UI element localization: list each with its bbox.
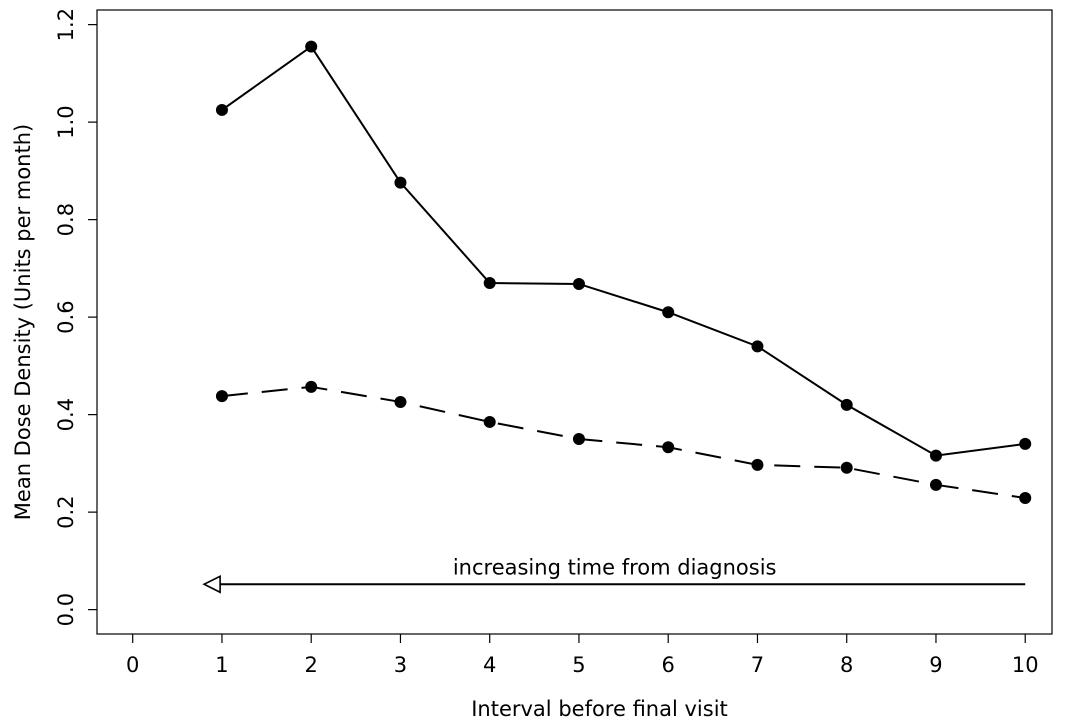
- series-2-point-10: [1019, 491, 1032, 504]
- series-1-point-2: [305, 40, 318, 53]
- series-2-point-3: [394, 395, 407, 408]
- x-tick-label-1: 1: [215, 653, 228, 677]
- y-tick-label-2: 0.4: [54, 398, 78, 431]
- x-tick-label-4: 4: [483, 653, 496, 677]
- y-tick-label-3: 0.6: [54, 300, 78, 333]
- series-2-point-5: [572, 433, 585, 445]
- series-2-line: [221, 385, 1026, 499]
- series-2-point-6: [662, 441, 675, 454]
- x-tick-label-3: 3: [394, 653, 407, 677]
- plot-frame: [96, 9, 1053, 635]
- x-axis: 0 1 2 3 4 5 6 7 8 9 10: [126, 634, 1039, 677]
- series-2-point-4: [483, 415, 496, 428]
- x-tick-label-8: 8: [840, 653, 853, 677]
- series-2-point-2: [305, 380, 318, 393]
- x-tick-label-7: 7: [751, 653, 764, 677]
- x-axis-title: Interval before final visit: [471, 697, 728, 721]
- x-tick-label-10: 10: [1012, 653, 1039, 677]
- series-2-point-8: [840, 461, 853, 474]
- series-1-point-1: [215, 103, 228, 116]
- series-1-point-3: [394, 176, 407, 189]
- y-tick-label-6: 1.2: [54, 8, 78, 41]
- annotation: increasing time from diagnosis: [202, 555, 1026, 594]
- series-1-point-5: [572, 277, 585, 290]
- series-2-point-9: [929, 478, 942, 491]
- series-1-point-4: [483, 277, 496, 289]
- y-axis-title: Mean Dose Density (Units per month): [11, 124, 35, 520]
- series-1-point-8: [840, 398, 853, 411]
- annotation-arrow-head: [202, 574, 221, 594]
- series-2-point-1: [215, 390, 228, 403]
- series-2-point-7: [751, 458, 764, 471]
- x-tick-label-6: 6: [662, 653, 675, 677]
- series-layer: [215, 40, 1032, 504]
- y-tick-label-5: 1.0: [54, 105, 78, 138]
- y-tick-label-0: 0.0: [54, 593, 78, 626]
- x-tick-label-2: 2: [305, 653, 318, 677]
- series-1-point-9: [929, 449, 942, 462]
- y-tick-label-4: 0.8: [54, 203, 78, 236]
- x-tick-label-0: 0: [126, 653, 139, 677]
- series-1-point-6: [662, 306, 675, 319]
- y-axis: 0.0 0.2 0.4 0.6 0.8 1.0 1.2: [54, 8, 97, 626]
- series-1-line: [221, 45, 1026, 457]
- x-tick-label-9: 9: [929, 653, 942, 677]
- annotation-text: increasing time from diagnosis: [453, 555, 777, 579]
- y-tick-label-1: 0.2: [54, 495, 78, 528]
- series-1-point-7: [751, 340, 764, 353]
- x-tick-label-5: 5: [572, 653, 585, 677]
- series-1-point-10: [1019, 437, 1032, 450]
